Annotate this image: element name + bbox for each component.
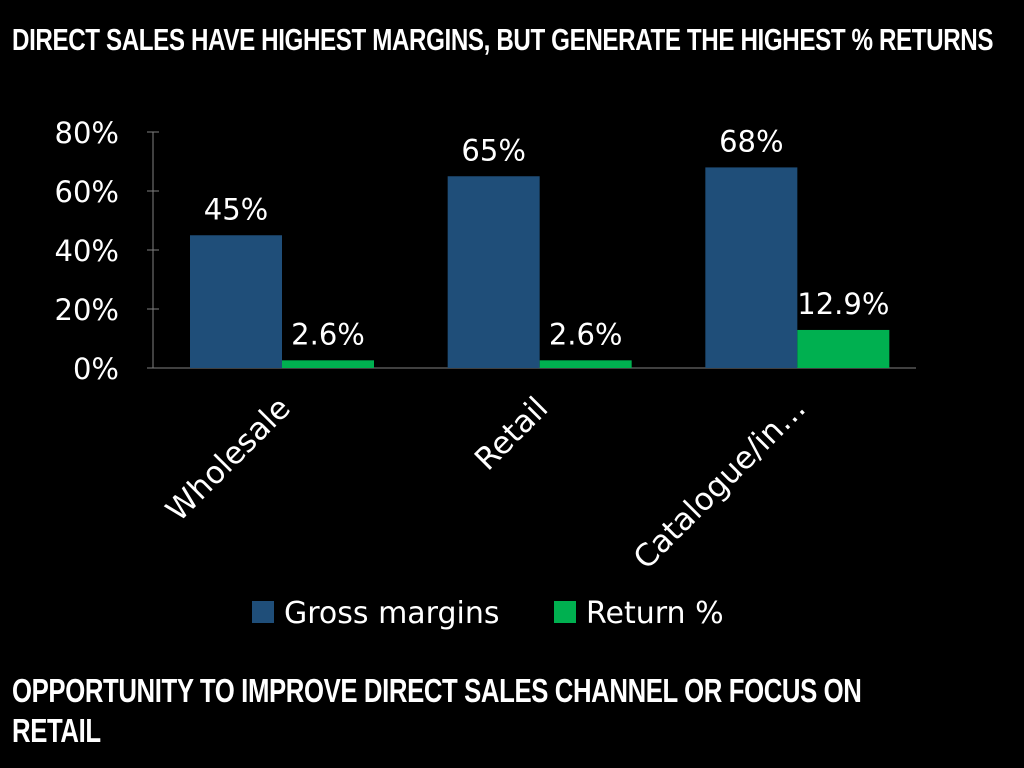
y-tick-label: 20% bbox=[55, 293, 119, 327]
legend-swatch bbox=[252, 601, 274, 623]
y-tick-label: 80% bbox=[55, 116, 119, 150]
bar-return-pct bbox=[282, 360, 374, 368]
y-tick-label: 60% bbox=[55, 175, 119, 209]
data-label: 2.6% bbox=[549, 317, 623, 351]
y-tick-label: 40% bbox=[55, 234, 119, 268]
bar-chart: 0% 20% 40% 60% 80% 45% 2.6% Wholesale 65% 2.6% Ret… bbox=[55, 116, 916, 631]
bar-return-pct bbox=[539, 360, 632, 368]
data-label: 45% bbox=[204, 192, 268, 226]
bar-gross-margins bbox=[190, 235, 282, 368]
bar-return-pct bbox=[797, 329, 890, 368]
slide-footnote: OPPORTUNITY TO IMPROVE DIRECT SALES CHAN… bbox=[12, 672, 862, 749]
slide-title: DIRECT SALES HAVE HIGHEST MARGINS, BUT G… bbox=[12, 22, 994, 57]
legend-label: Return % bbox=[586, 596, 724, 631]
legend-label: Gross margins bbox=[284, 596, 500, 631]
data-label: 68% bbox=[719, 124, 783, 158]
x-category-label: Wholesale bbox=[159, 390, 297, 528]
data-label: 12.9% bbox=[797, 287, 889, 321]
y-tick-label: 0% bbox=[73, 352, 119, 386]
bar-gross-margins bbox=[447, 176, 540, 368]
legend-swatch bbox=[554, 601, 576, 623]
x-category-label: Retail bbox=[468, 390, 555, 477]
bar-gross-margins bbox=[705, 167, 798, 368]
data-label: 2.6% bbox=[291, 317, 365, 351]
data-label: 65% bbox=[461, 133, 525, 167]
x-category-label: Catalogue/in… bbox=[627, 390, 813, 576]
